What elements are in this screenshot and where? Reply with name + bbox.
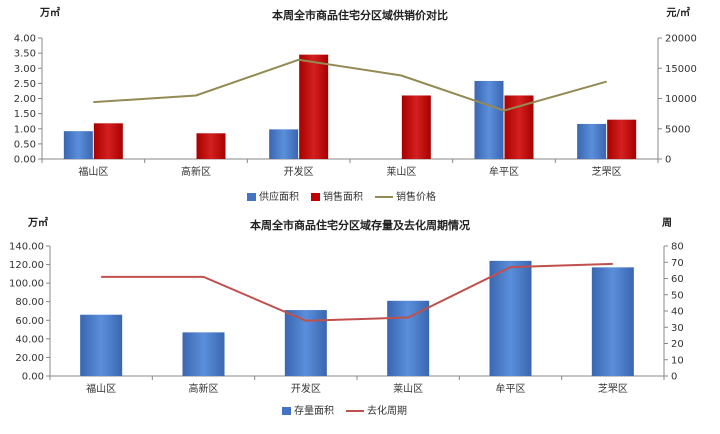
legend-label-销售价格: 销售价格 [396,190,436,203]
chart1-right-unit: 元/㎡ [666,6,690,19]
y2-tick-label: 40 [671,307,684,318]
y-tick-label: 40.00 [15,334,44,345]
bar-供应面积-福山区 [63,131,93,159]
category-label: 芝罘区 [598,382,628,395]
bar-存量面积-莱山区 [387,300,430,376]
y2-tick-label: 10000 [665,94,697,105]
category-label: 开发区 [291,382,321,395]
legend-swatch-销售面积 [311,193,320,201]
y-tick-label: 0.00 [22,372,44,383]
bar-销售面积-高新区 [196,133,226,159]
legend-swatch-供应面积 [247,193,256,201]
bar-销售面积-牟平区 [504,95,534,159]
bar-供应面积-牟平区 [474,80,504,159]
chart2-legend: 存量面积 去化周期 [282,404,407,417]
y-tick-label: 3.50 [14,49,36,60]
bar-存量面积-福山区 [80,314,123,376]
bar-供应面积-开发区 [269,129,299,159]
y2-tick-label: 15000 [665,64,697,75]
category-label: 牟平区 [489,165,519,178]
chart2-left-unit: 万㎡ [27,216,48,229]
y2-tick-label: 70 [671,258,684,269]
chart2-plot-area: 0.00 20.00 40.00 60.00 80.00 100.00 120.00 140.… [9,242,684,396]
bar-存量面积-芝罘区 [591,267,634,376]
category-label: 开发区 [284,165,314,178]
bar-销售面积-莱山区 [401,95,431,159]
category-label: 福山区 [86,382,116,395]
y-tick-label: 4.00 [14,34,36,45]
legend-label-供应面积: 供应面积 [259,190,299,203]
chart2-right-unit: 周 [662,217,672,229]
category-label: 莱山区 [393,383,423,395]
y-tick-label: 100.00 [9,279,44,290]
y2-tick-label: 0 [671,372,677,383]
chart1-left-unit: 万㎡ [39,6,60,19]
bar-销售面积-开发区 [299,54,329,160]
y2-tick-label: 60 [671,274,684,285]
y2-tick-label: 0 [665,155,671,166]
y-tick-label: 3.00 [14,64,36,75]
y2-tick-label: 5000 [665,124,690,135]
legend-label-去化周期: 去化周期 [367,404,407,417]
line-去化周期 [101,262,613,322]
bar-存量面积-高新区 [182,332,225,376]
y2-tick-label: 10 [671,355,684,366]
bar-供应面积-芝罘区 [577,123,607,159]
y2-tick-label: 30 [671,323,684,334]
legend-label-销售面积: 销售面积 [323,190,363,203]
y-tick-label: 2.00 [14,94,36,105]
y-tick-label: 120.00 [9,260,44,271]
chart1-plot-area: 0.00 0.50 1.00 1.50 2.00 2.50 3.00 3.50 4.00 0 500… [14,34,697,179]
y-tick-label: 1.50 [14,109,36,120]
legend-swatch-存量面积 [282,407,291,415]
y-tick-label: 0.50 [14,139,36,150]
category-label: 福山区 [78,165,108,178]
y-tick-label: 20.00 [15,353,44,364]
chart1-legend: 供应面积 销售面积 销售价格 [247,190,436,203]
y2-tick-label: 20000 [665,34,697,45]
bar-存量面积-牟平区 [489,260,532,376]
y-tick-label: 60.00 [15,316,44,327]
category-label: 芝罘区 [592,165,622,178]
chart2-title: 本周全市商品住宅分区域存量及去化周期情况 [250,218,470,232]
y2-tick-label: 20 [671,339,684,350]
chart1: 本周全市商品住宅分区域供销价对比 万㎡ 元/㎡ 0.00 0.50 1.00 1.50… [14,6,697,203]
y2-tick-label: 80 [671,242,684,253]
y2-tick-label: 50 [671,290,684,301]
category-label: 莱山区 [386,166,416,178]
bar-销售面积-芝罘区 [607,119,637,159]
y-tick-label: 2.50 [14,79,36,90]
y-tick-label: 140.00 [9,242,44,253]
chart2: 本周全市商品住宅分区域存量及去化周期情况 万㎡ 周 0.00 20.00 40.00… [9,216,684,417]
y-tick-label: 1.00 [14,124,36,135]
chart1-title: 本周全市商品住宅分区域供销价对比 [272,8,448,22]
category-label: 牟平区 [496,382,526,395]
legend-label-存量面积: 存量面积 [294,404,334,417]
bar-销售面积-福山区 [93,123,123,159]
line-销售价格 [93,58,607,112]
category-label: 高新区 [181,165,211,178]
y-tick-label: 0.00 [14,155,36,166]
category-label: 高新区 [189,382,219,395]
y-tick-label: 80.00 [15,297,44,308]
